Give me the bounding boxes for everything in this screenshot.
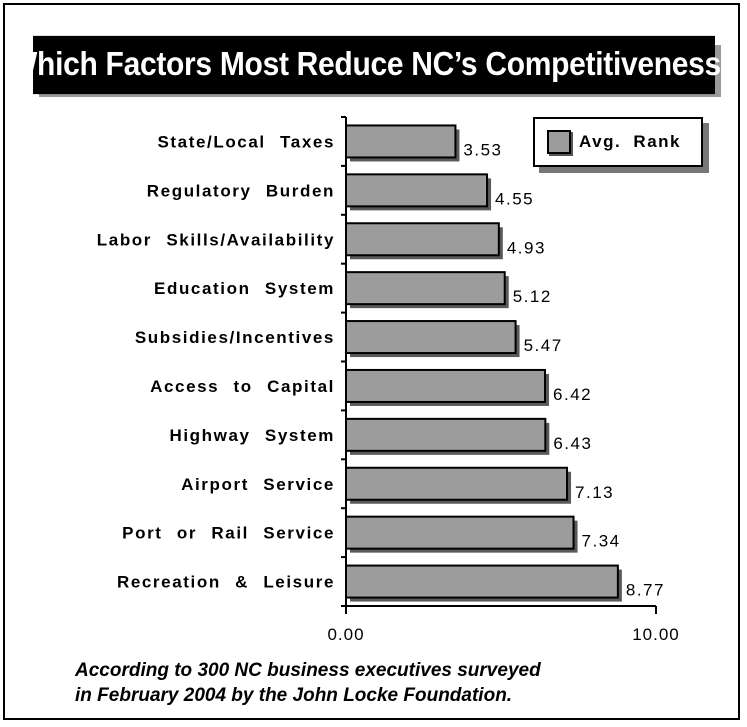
bar — [345, 222, 500, 257]
bar — [345, 124, 457, 159]
legend-swatch — [547, 130, 571, 154]
bar — [345, 564, 619, 599]
value-label: 3.53 — [463, 140, 502, 159]
value-label: 5.47 — [524, 336, 563, 355]
bar — [345, 368, 547, 403]
value-label: 7.34 — [582, 532, 621, 551]
value-label: 4.93 — [507, 238, 546, 257]
category-label: Recreation & Leisure — [117, 573, 335, 592]
legend: Avg. Rank — [533, 117, 703, 167]
value-label: 7.13 — [575, 483, 614, 502]
category-label: Access to Capital — [150, 377, 335, 396]
legend-label: Avg. Rank — [579, 132, 682, 151]
value-label: 6.43 — [553, 434, 592, 453]
category-label: Labor Skills/Availability — [97, 230, 335, 249]
bar — [345, 173, 489, 208]
value-label: 8.77 — [626, 581, 665, 600]
x-tick-label: 0.00 — [327, 625, 364, 644]
bar — [345, 466, 569, 501]
footnote-line-2: in February 2004 by the John Locke Found… — [75, 685, 513, 706]
bars-layer — [345, 124, 622, 602]
chart-title: Which Factors Most Reduce NC’s Competiti… — [9, 35, 739, 95]
labels-layer: State/Local Taxes 3.53 Regulatory Burden 4.… — [97, 132, 680, 644]
category-label: Subsidies/Incentives — [135, 328, 335, 347]
bar — [345, 271, 506, 306]
value-label: 6.42 — [553, 385, 592, 404]
category-label: Port or Rail Service — [122, 524, 335, 543]
axis-layer — [341, 116, 657, 614]
category-label: Regulatory Burden — [147, 181, 335, 200]
bar — [345, 515, 575, 550]
footnote: According to 300 NC business executives … — [75, 658, 695, 708]
bar — [345, 417, 547, 452]
category-label: Education System — [154, 279, 335, 298]
value-label: 5.12 — [513, 287, 552, 306]
category-label: Airport Service — [181, 475, 335, 494]
footnote-line-1: According to 300 NC business executives … — [75, 660, 541, 681]
x-tick-label: 10.00 — [632, 625, 680, 644]
category-label: State/Local Taxes — [157, 132, 335, 151]
category-label: Highway System — [169, 426, 335, 445]
bar — [345, 320, 517, 355]
value-label: 4.55 — [495, 189, 534, 208]
